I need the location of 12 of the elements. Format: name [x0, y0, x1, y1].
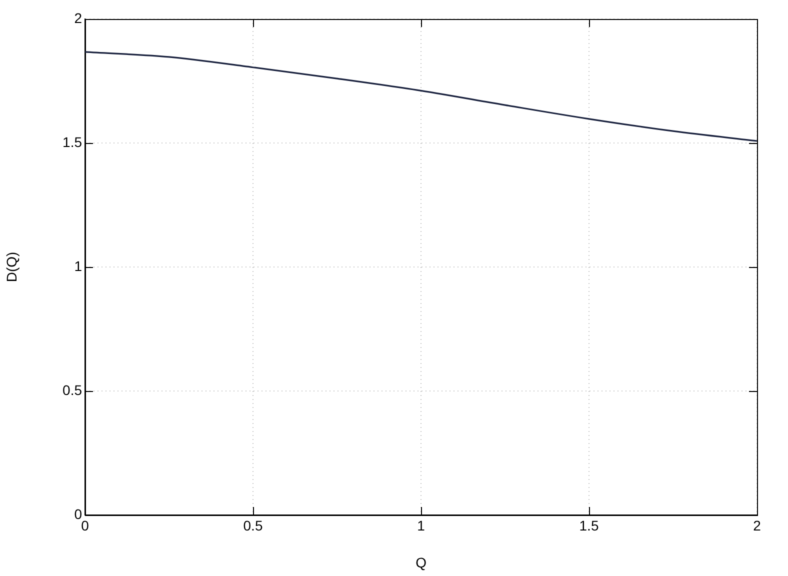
x-tick-label: 2	[753, 517, 762, 534]
y-tick-label: 2	[74, 10, 82, 26]
line-series	[85, 51, 757, 142]
x-tick-label: 0.5	[243, 517, 263, 534]
x-axis-title: Q	[416, 554, 427, 570]
x-tick-label: 1.5	[579, 517, 599, 534]
x-tick-label: 1	[417, 517, 426, 534]
y-tick-label: 1.5	[62, 134, 82, 150]
y-axis-title: D(Q)	[3, 252, 20, 282]
y-tick-label: 0	[74, 506, 82, 522]
y-tick-label: 1	[74, 258, 82, 274]
y-tick-label: 0.5	[62, 382, 82, 398]
